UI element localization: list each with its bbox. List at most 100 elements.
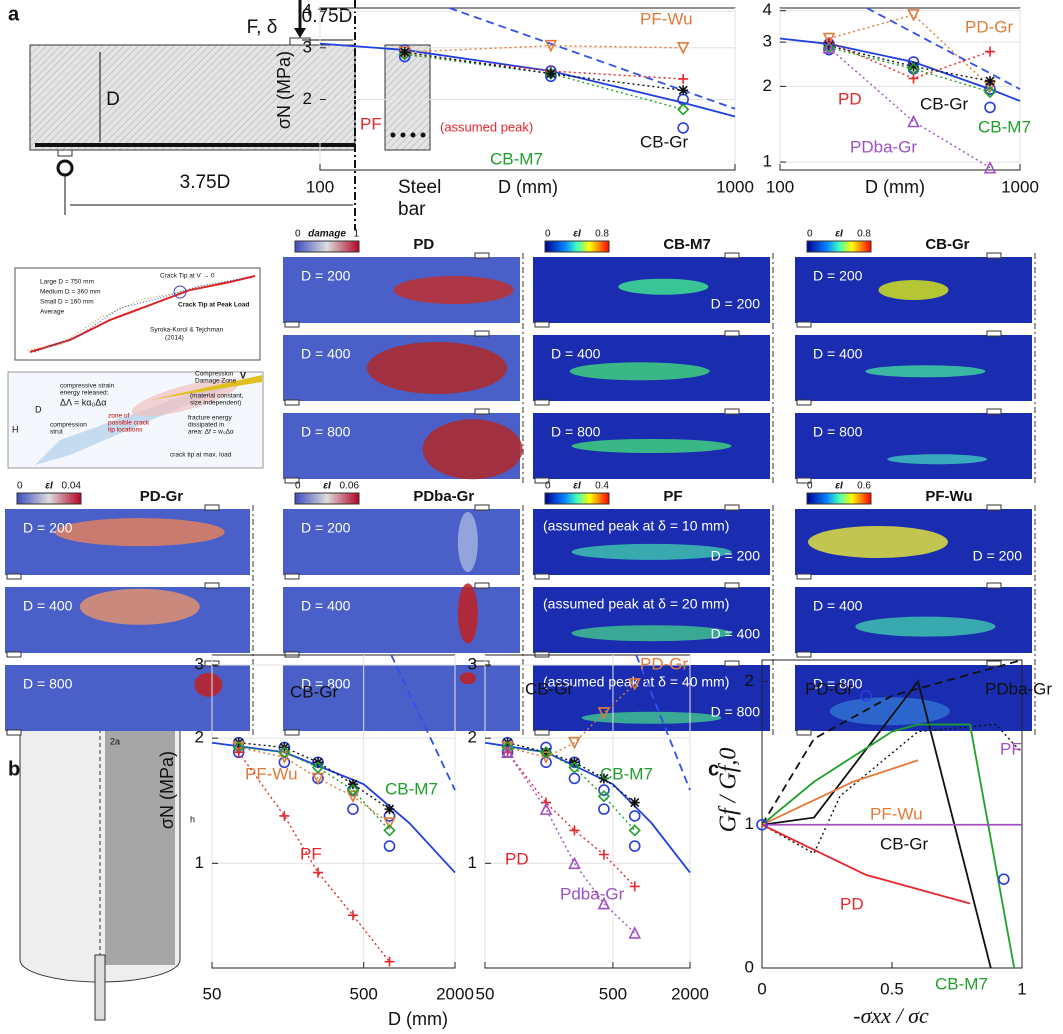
data-point: [678, 104, 688, 114]
y-tick-label: 2: [745, 671, 754, 690]
support-plate: [7, 730, 21, 735]
data-point: [279, 811, 289, 821]
load-plate: [725, 331, 739, 336]
y-tick-label: 1: [195, 853, 204, 872]
color-scale: [545, 241, 609, 252]
mechanism-text: Compression: [195, 371, 234, 378]
crack-legend: Medium D = 360 mm: [40, 289, 101, 296]
crack-source: Syroka-Korol & Tejchman: [150, 327, 224, 334]
series-label: PF-Wu: [640, 9, 693, 28]
data-point: [985, 76, 995, 86]
scale-label: εI: [573, 481, 581, 492]
mechanism-text: crack tip at max. load: [170, 452, 232, 459]
cylinder-label: 2a: [110, 736, 120, 746]
scale-label: εI: [45, 481, 53, 492]
load-plate: [987, 661, 1001, 666]
series-label: PF-Wu: [870, 804, 923, 823]
y-tick-label: 2: [468, 728, 477, 747]
panel-letter: b: [8, 758, 20, 780]
scale-label: εI: [573, 229, 581, 240]
series-label: CB-Gr: [525, 679, 574, 698]
field-blob: [458, 512, 478, 572]
color-scale: [807, 241, 871, 252]
x-tick-label: 500: [349, 984, 377, 1003]
series-label: PD-Gr: [640, 654, 689, 673]
field-blob: [394, 276, 514, 304]
field-title: PD-Gr: [140, 488, 184, 505]
field-blob: [618, 279, 708, 295]
scale-min: 0: [17, 481, 23, 492]
data-point: [630, 825, 640, 835]
load-plate: [475, 331, 489, 336]
scale-min: 0: [807, 229, 813, 240]
field-blob: [458, 583, 478, 643]
support-plate: [797, 730, 811, 735]
y-tick-label: 4: [763, 0, 772, 19]
data-point: [630, 798, 640, 808]
field-row-label: D = 400: [551, 346, 601, 362]
color-scale: [295, 241, 359, 252]
series-label: PF-Wu: [245, 764, 298, 783]
data-point: [400, 47, 410, 57]
scale-min: 0: [545, 229, 551, 240]
field-row-label: D = 400: [813, 346, 863, 362]
scale-max: 0.06: [340, 481, 360, 492]
scale-min: 0: [807, 481, 813, 492]
x-tick-label: 2000: [671, 984, 709, 1003]
support-plate: [535, 322, 549, 327]
scale-label: εI: [835, 229, 843, 240]
field-blob: [879, 280, 949, 300]
field-row-note: (assumed peak at δ = 20 mm): [543, 596, 729, 612]
series-label: PF: [300, 844, 322, 863]
field-row-label: D = 800: [813, 424, 863, 440]
support-plate: [797, 574, 811, 579]
data-point: [909, 10, 919, 20]
series-label: PD: [838, 89, 862, 108]
series-label: CB-Gr: [640, 132, 689, 151]
series-label: PD-Gr: [805, 679, 854, 698]
x-tick-label: 50: [476, 984, 495, 1003]
support-plate: [535, 574, 549, 579]
field-row-label: D = 800: [711, 704, 761, 720]
field-blob: [865, 365, 985, 377]
support-plate: [285, 730, 299, 735]
load-plate: [987, 583, 1001, 588]
crack-legend: Small D = 160 mm: [40, 299, 94, 306]
figure: F, δ 0.75D D 3.75D Steel bar Crack Tip a…: [0, 0, 1063, 1034]
field-blob: [830, 697, 950, 725]
crack-source: (2014): [165, 335, 184, 342]
mechanism-text: (material constant,: [190, 393, 244, 400]
series-label: PD: [840, 894, 864, 913]
support-plate: [7, 574, 21, 579]
field-row-label: D = 800: [23, 676, 73, 692]
data-point: [569, 825, 579, 835]
y-tick-label: 1: [745, 814, 754, 833]
mechanism-text: Damage Zone: [195, 378, 237, 385]
series-line: [405, 46, 683, 52]
load-plate: [987, 505, 1001, 510]
series-line: [405, 54, 683, 109]
bar-label: bar: [398, 199, 426, 220]
scale-max: 0.8: [595, 229, 609, 240]
color-scale: [295, 493, 359, 504]
mechanism-text: zone of: [108, 413, 130, 420]
x-tick-label: 100: [306, 177, 334, 196]
x-tick-label: 500: [599, 984, 627, 1003]
y-tick-label: 1: [763, 152, 772, 171]
data-point: [985, 47, 995, 57]
data-point: [909, 73, 919, 83]
scale-max: 0.8: [857, 229, 871, 240]
load-plate: [987, 253, 1001, 258]
x-tick-label: 1000: [716, 177, 754, 196]
series-label: CB-M7: [935, 974, 988, 993]
field-row-note: (assumed peak at δ = 10 mm): [543, 518, 729, 534]
scale-min: 0: [295, 229, 301, 240]
load-plate: [205, 583, 219, 588]
field-row-label: D = 800: [301, 424, 351, 440]
series-label: PF: [360, 114, 382, 133]
data-point: [385, 957, 395, 967]
load-plate: [475, 409, 489, 414]
field-blob: [572, 625, 732, 641]
span-label: 3.75D: [180, 172, 231, 193]
x-axis-label: D (mm): [498, 177, 558, 197]
